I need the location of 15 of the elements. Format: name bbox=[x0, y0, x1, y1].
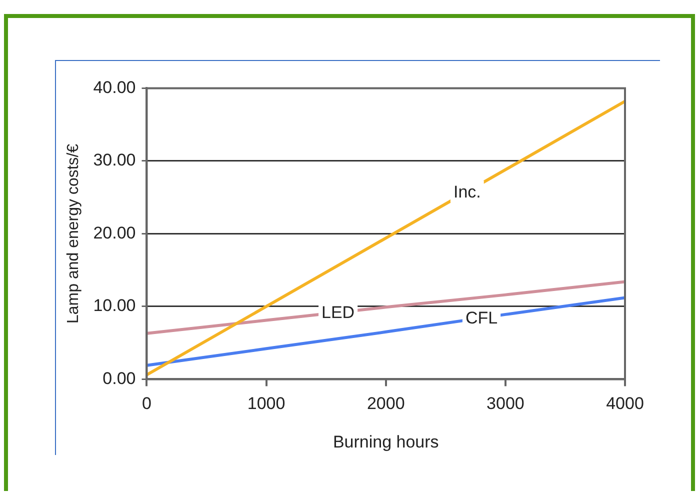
series-label: CFL bbox=[465, 308, 498, 328]
x-tick-label: 3000 bbox=[486, 394, 524, 414]
series-label: LED bbox=[322, 303, 355, 322]
x-axis-title: Burning hours bbox=[332, 432, 439, 452]
y-tick-label: 40.00 bbox=[93, 78, 136, 97]
y-tick-label: 20.00 bbox=[93, 223, 136, 242]
y-tick-label: 0.00 bbox=[102, 368, 136, 388]
y-tick-label: 10.00 bbox=[93, 296, 136, 316]
y-tick-label: 30.00 bbox=[93, 150, 136, 170]
x-tick-label: 0 bbox=[142, 394, 152, 414]
x-tick-label: 4000 bbox=[606, 394, 644, 414]
x-tick-label: 2000 bbox=[366, 394, 405, 414]
x-tick-label: 1000 bbox=[247, 394, 286, 414]
y-axis-title: Lamp and energy costs/€ bbox=[65, 144, 82, 324]
series-label: Inc. bbox=[453, 182, 481, 202]
